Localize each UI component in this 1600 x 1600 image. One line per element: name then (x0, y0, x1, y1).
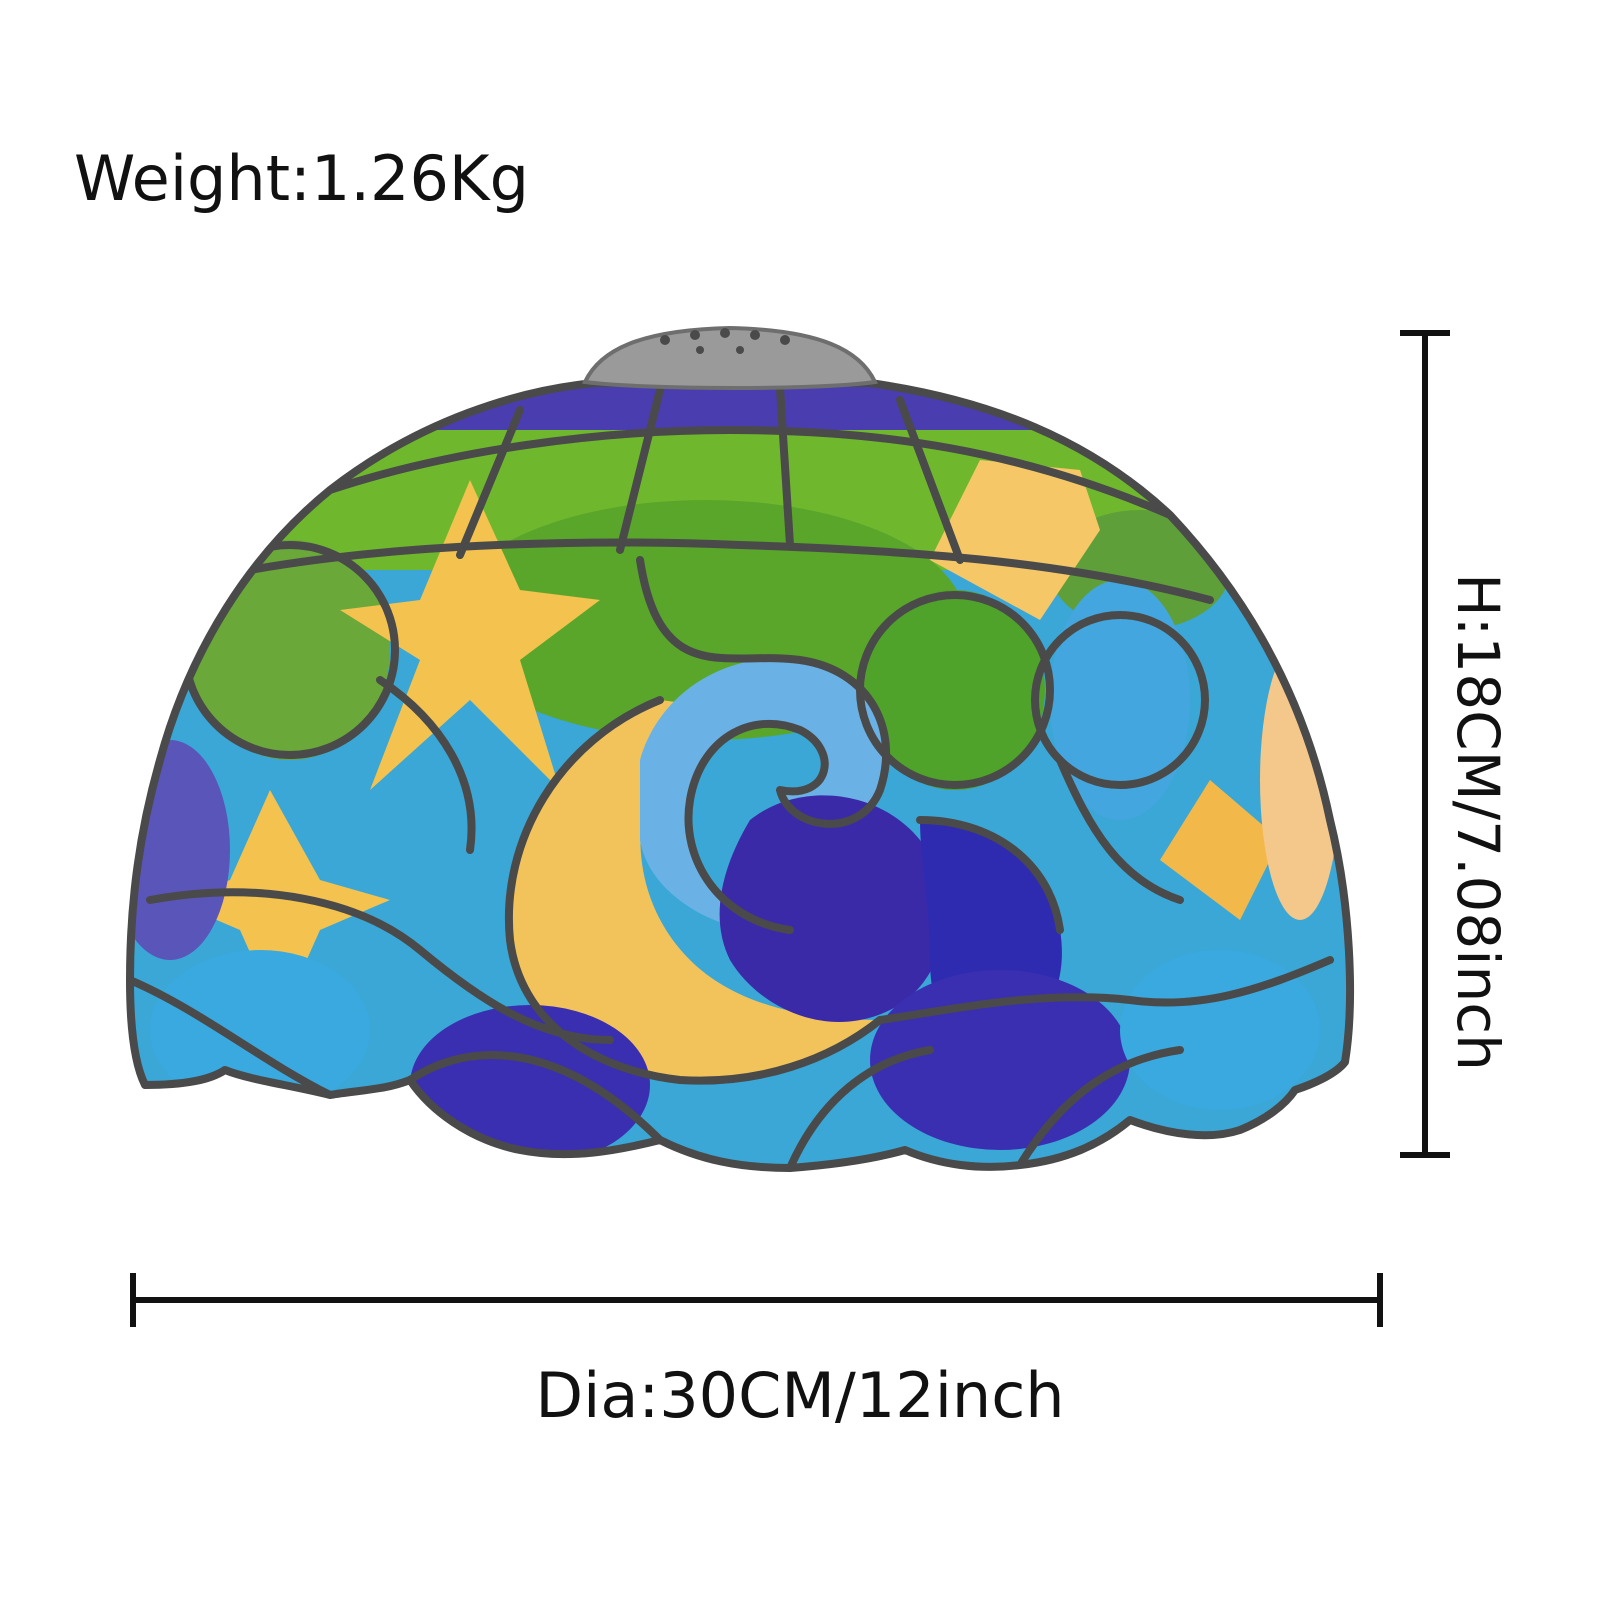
shade-bottom-indigo-left (410, 1005, 650, 1165)
shade-star-right (1160, 780, 1280, 920)
shade-right-yellow (1260, 640, 1340, 920)
shade-bottom-cyan-right (1120, 950, 1320, 1110)
shade-came-lines (130, 384, 1334, 1168)
diameter-label: Dia:30CM/12inch (535, 1359, 1065, 1432)
shade-moon (508, 700, 880, 1081)
shade-green-circle (865, 590, 1045, 790)
shade-cap-holes (660, 328, 790, 354)
height-label: H:18CM/7.08inch (1444, 573, 1512, 1071)
diameter-dimension-line (130, 1273, 1383, 1327)
shade-star-top-left (340, 480, 600, 790)
shade-star-left (170, 790, 390, 1020)
weight-label: Weight:1.26Kg (74, 142, 529, 215)
shade-star-top-right (930, 460, 1100, 620)
shade-swirl-light (640, 658, 887, 932)
height-dimension-line (1400, 330, 1450, 1158)
shade-swirl-purple (719, 795, 944, 1022)
shade-bottom-cyan-left (150, 950, 370, 1110)
shade-outline (126, 379, 1354, 1172)
shade-cyan-right-mid (1050, 580, 1190, 820)
shade-green-left (190, 540, 390, 760)
shade-top-cap (582, 325, 878, 390)
